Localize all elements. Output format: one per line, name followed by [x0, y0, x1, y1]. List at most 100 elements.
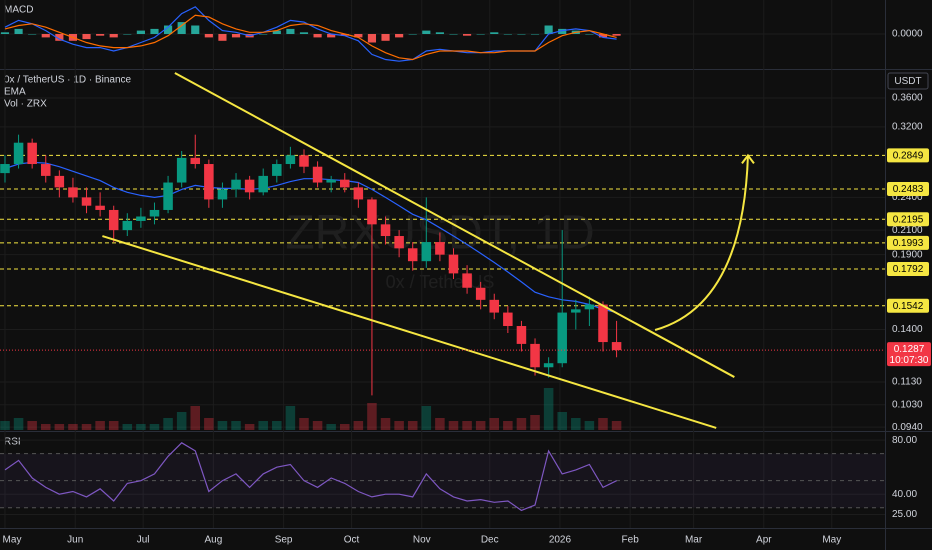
volume-bar [122, 424, 133, 430]
macd-histogram-bar [354, 34, 363, 38]
unit-box[interactable] [887, 72, 929, 90]
y-tick-label: 0.3200 [892, 122, 923, 133]
y-tick-label: 0.0000 [892, 29, 923, 40]
volume-bar [326, 424, 336, 430]
macd-histogram-bar [82, 34, 91, 40]
macd-title: MACD [4, 5, 33, 16]
volume-bar [136, 424, 146, 430]
axis-unit[interactable]: USDT [894, 76, 921, 87]
x-tick-label: Mar [685, 535, 703, 546]
volume-bar [435, 418, 445, 430]
candle-body [584, 304, 595, 310]
macd-histogram-bar [96, 34, 105, 36]
macd-histogram-bar [259, 34, 268, 35]
volume-bar [448, 421, 459, 430]
macd-histogram-bar [55, 34, 64, 41]
candle-body [122, 220, 133, 231]
volume-bar [299, 418, 309, 430]
macd-histogram-bar [272, 30, 281, 34]
y-tick-label: 0.1030 [892, 399, 923, 410]
macd-histogram-bar [585, 34, 594, 35]
candle-body [217, 189, 228, 200]
level-label: 0.2195 [893, 214, 924, 225]
volume-bar [285, 406, 296, 430]
x-tick-label: Oct [344, 535, 360, 546]
volume-bar [543, 388, 554, 430]
volume-bar [68, 424, 78, 430]
arrowhead [741, 153, 755, 164]
macd-histogram-bar [286, 28, 295, 34]
y-tick-label: 0.1900 [892, 249, 923, 260]
candle-body [272, 164, 282, 176]
ema-line [4, 161, 617, 314]
volume-bar [217, 421, 228, 430]
candle-body [380, 224, 391, 237]
macd-histogram-bar [462, 34, 472, 36]
macd-histogram-bar [136, 30, 145, 34]
candle-body [27, 142, 37, 165]
macd-histogram-bar [204, 34, 213, 38]
macd-histogram-bar [191, 25, 200, 34]
volume-bar [40, 424, 51, 430]
macd-histogram-bar [449, 34, 458, 35]
candle-body [340, 179, 350, 188]
candle-body [571, 309, 581, 313]
volume-name: Vol · ZRX [4, 99, 47, 110]
macd-histogram-bar [395, 34, 404, 38]
macd-histogram-bar [490, 32, 499, 34]
candle-body [190, 157, 201, 165]
volume-bar [312, 421, 323, 430]
volume-bar [584, 421, 595, 430]
volume-bar [407, 421, 418, 430]
rsi-title: RSI [4, 437, 21, 448]
y-tick-label: 0.3600 [892, 93, 923, 104]
macd-histogram-bar [544, 25, 553, 34]
volume-bar [0, 421, 10, 430]
candle-body [244, 179, 255, 193]
macd-histogram-bar [28, 34, 37, 35]
symbol-title: 0x / TetherUS · 1D · Binance [4, 75, 132, 86]
candle-body [407, 248, 418, 262]
volume-bar [176, 412, 187, 430]
level-tag [887, 182, 929, 197]
volume-bar [272, 421, 282, 430]
macd-histogram-bar [313, 34, 322, 38]
candle-body [299, 155, 309, 167]
x-tick-label: Jul [137, 535, 150, 546]
candle-body [95, 205, 105, 210]
volume-bar [462, 421, 472, 430]
candle-body [489, 299, 500, 313]
level-tag [887, 148, 929, 163]
macd-histogram-bar [558, 28, 567, 34]
y-tick-label: 0.2100 [892, 225, 923, 236]
candle-body [367, 199, 377, 225]
volume-bar [108, 421, 119, 430]
macd-histogram-bar [340, 34, 349, 36]
y-tick-label: 80.00 [892, 435, 917, 446]
candle-body [448, 254, 459, 274]
last-price-label: 0.1287 [894, 344, 925, 355]
macd-histogram-bar [299, 32, 309, 34]
macd-histogram-bar [109, 34, 118, 38]
volume-bar [421, 406, 432, 430]
candle-body [503, 312, 513, 327]
volume-bar [231, 421, 241, 430]
x-tick-label: Apr [756, 535, 772, 546]
candle-body [54, 175, 65, 188]
macd-histogram-bar [612, 34, 621, 36]
candle-body [530, 343, 540, 368]
y-tick-label: 25.00 [892, 509, 917, 520]
trendline [102, 235, 717, 429]
y-tick-label: 0.2400 [892, 192, 923, 203]
arrow [654, 155, 749, 331]
candle-body [475, 287, 486, 300]
candle-body [149, 209, 160, 217]
y-tick-label: 0.1400 [892, 324, 923, 335]
y-tick-label: 0.0940 [892, 422, 923, 433]
level-label: 0.2483 [893, 184, 924, 195]
candle-body [557, 312, 567, 364]
volume-bar [204, 418, 214, 430]
macd-histogram-bar [530, 34, 540, 35]
x-tick-label: Jun [67, 535, 83, 546]
